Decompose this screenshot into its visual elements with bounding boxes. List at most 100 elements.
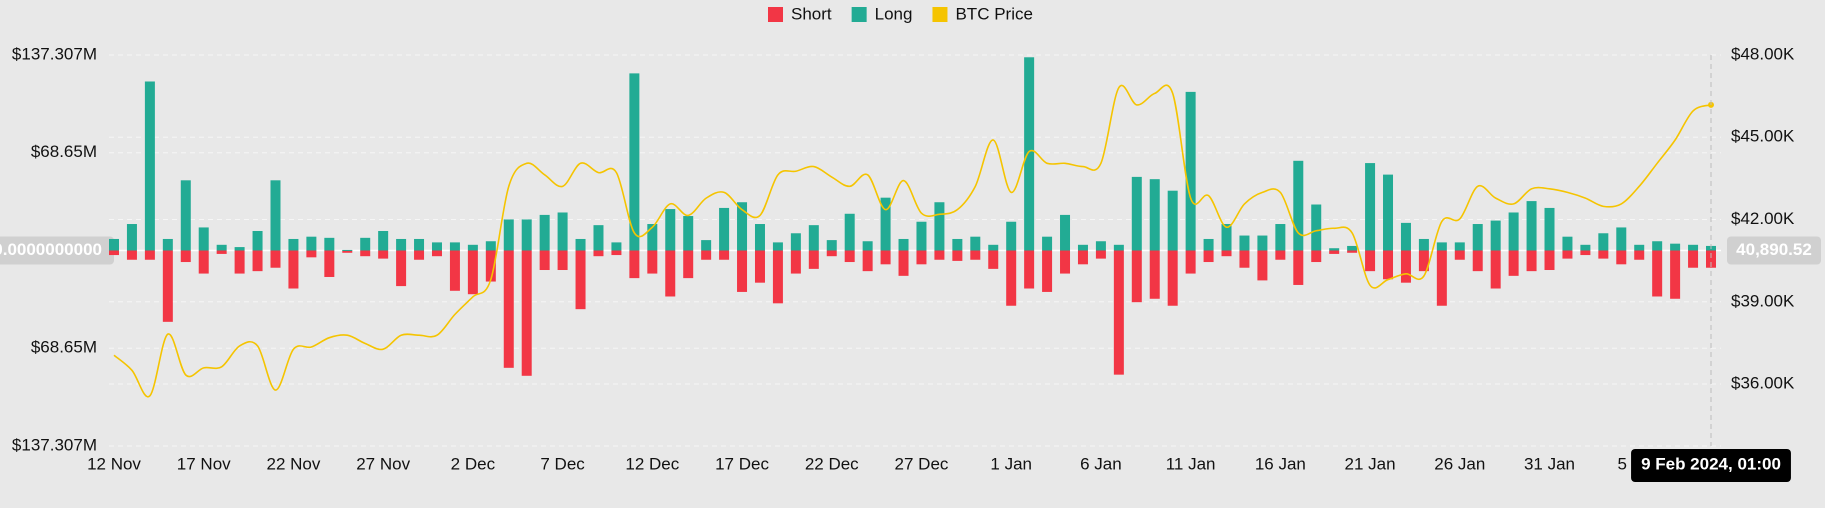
bar [880, 197, 891, 251]
bar [701, 240, 712, 251]
bar [378, 250, 389, 259]
bar [1006, 250, 1017, 306]
bar [1203, 250, 1214, 263]
x-tick-label: 22 Dec [805, 454, 859, 473]
bar [1706, 250, 1716, 268]
bar [1024, 57, 1035, 251]
bar [1634, 244, 1645, 251]
bar [701, 250, 712, 260]
bar [252, 230, 263, 251]
bar [234, 247, 245, 251]
bar [1131, 250, 1142, 303]
bar [1472, 250, 1483, 272]
bar [593, 250, 604, 257]
bar [503, 219, 514, 251]
bar [611, 242, 622, 251]
y2-tick-label: $42.00K [1731, 209, 1795, 228]
x-tick-label: 27 Nov [356, 454, 410, 473]
bar [414, 250, 425, 260]
bar [1670, 250, 1681, 299]
bar [396, 250, 407, 287]
bar [719, 207, 730, 251]
bar [414, 238, 425, 251]
bar [952, 238, 963, 251]
bar [1365, 250, 1376, 272]
y-tick-label: $68.65M [31, 338, 97, 357]
bar [342, 250, 353, 253]
y-tick-label: 0.0000000000 [0, 240, 102, 259]
bar [611, 250, 622, 256]
bar [1095, 241, 1106, 251]
bar [1329, 250, 1340, 254]
bar [934, 202, 945, 251]
bar [1293, 160, 1304, 251]
bar [1490, 250, 1501, 289]
y2-tick-label: $36.00K [1731, 374, 1795, 393]
bar [1167, 250, 1178, 306]
bar [772, 242, 783, 251]
bar [754, 224, 765, 251]
bar [1383, 250, 1394, 280]
bar [826, 250, 837, 257]
bar [1418, 238, 1429, 251]
bar [1113, 250, 1124, 375]
bar [1077, 244, 1088, 251]
y-tick-label: $68.65M [31, 142, 97, 161]
bar [1077, 250, 1088, 265]
bar [970, 236, 981, 251]
bar [198, 227, 209, 251]
bar [1185, 250, 1196, 274]
bar [1311, 204, 1322, 251]
bar [862, 250, 873, 272]
bar [1634, 250, 1645, 260]
bar [988, 244, 999, 251]
bar [1185, 91, 1196, 251]
bar [1454, 242, 1465, 251]
bar [898, 250, 909, 276]
bar [378, 230, 389, 251]
bar [1149, 250, 1160, 299]
bar [342, 249, 353, 251]
bar [575, 250, 586, 310]
x-tick-label: 1 Jan [990, 454, 1032, 473]
x-tick-label: 2 Dec [451, 454, 496, 473]
x-tick-label: 26 Jan [1434, 454, 1485, 473]
bar [162, 250, 173, 322]
bar [1131, 176, 1142, 251]
bar [737, 202, 748, 251]
y2-tick-label: $48.00K [1731, 44, 1795, 63]
bar [1508, 212, 1519, 251]
bar [216, 244, 227, 251]
bar [1562, 250, 1573, 259]
bar [844, 250, 855, 263]
bar [485, 241, 496, 251]
bar [144, 250, 155, 260]
bar [1365, 163, 1376, 251]
bar [431, 250, 442, 257]
bar [1383, 174, 1394, 251]
bar [719, 250, 730, 260]
bar [449, 250, 460, 291]
bar [1239, 235, 1250, 251]
legend-swatch [768, 7, 783, 22]
x-tick-label: 17 Nov [177, 454, 231, 473]
bar [772, 250, 783, 304]
bar [683, 250, 694, 279]
bar [1526, 250, 1537, 272]
bar [790, 250, 801, 274]
crosshair-y2-box [1727, 236, 1821, 265]
legend-label: Short [791, 4, 832, 23]
bar [790, 233, 801, 251]
legend-label: Long [875, 4, 913, 23]
x-tick-label: 31 Jan [1524, 454, 1575, 473]
zero-label-box [0, 236, 114, 265]
bar [306, 250, 317, 258]
bar [234, 250, 245, 274]
x-tick-label: 6 Jan [1080, 454, 1122, 473]
bar [629, 250, 640, 279]
bar [1113, 244, 1124, 251]
bar [144, 81, 155, 251]
bar [952, 250, 963, 261]
